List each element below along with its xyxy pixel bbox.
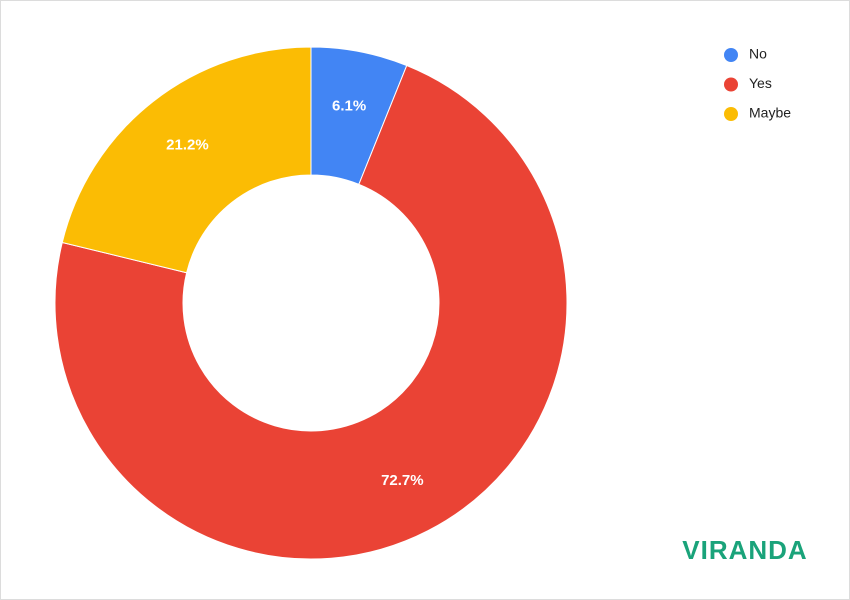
donut-slice — [54, 64, 568, 560]
legend-label: No — [749, 46, 767, 62]
donut-slice — [61, 46, 312, 274]
logo: VIRANDA — [682, 535, 807, 565]
slice-label: 21.2% — [166, 137, 209, 154]
legend-swatch — [724, 107, 738, 121]
legend-swatch — [724, 48, 738, 62]
legend-label: Yes — [749, 75, 772, 91]
legend-label: Maybe — [749, 105, 791, 121]
slice-label: 6.1% — [332, 98, 366, 115]
slice-label: 72.7% — [381, 472, 424, 489]
legend-swatch — [724, 77, 738, 92]
